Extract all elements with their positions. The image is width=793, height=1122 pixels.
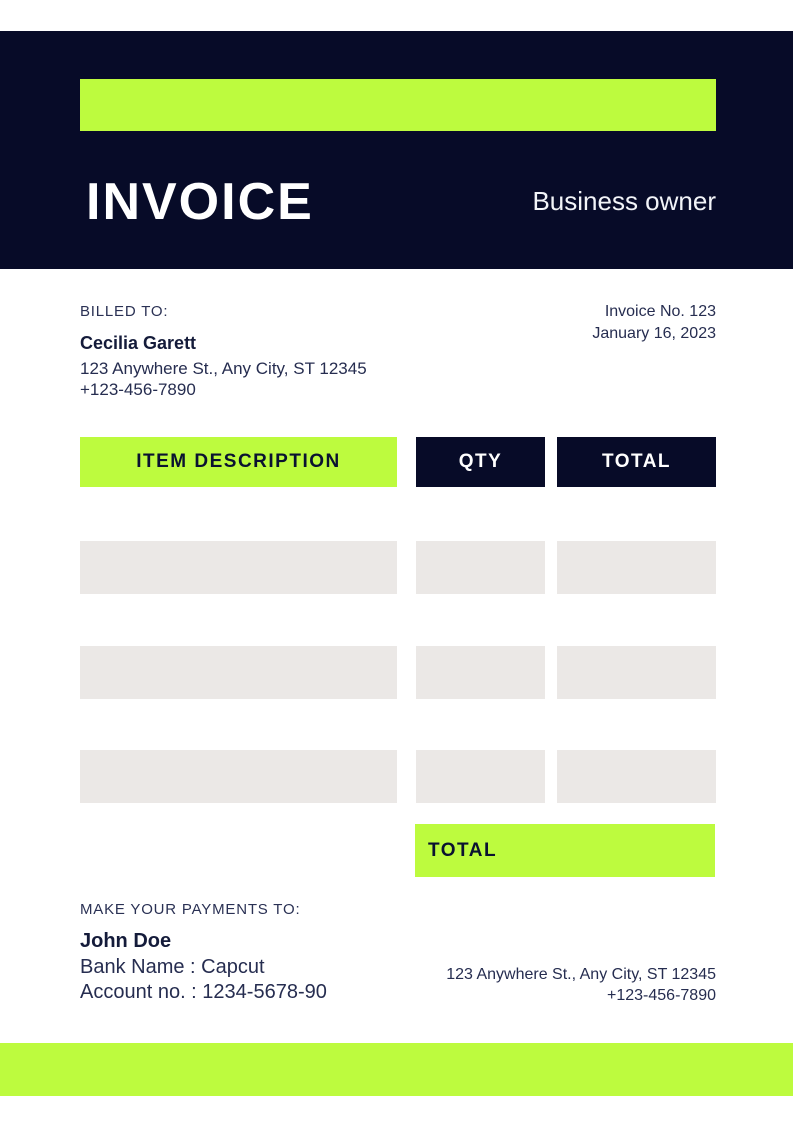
payee-name: John Doe	[80, 930, 172, 952]
client-phone: +123-456-7890	[80, 380, 196, 399]
table-row-3-description-cell	[80, 750, 397, 803]
invoice-title: INVOICE	[86, 173, 314, 231]
business-owner-label: Business owner	[532, 186, 716, 216]
table-row-3-total-cell	[557, 750, 716, 803]
header-accent-bar	[80, 79, 716, 131]
table-row-1-qty-cell	[416, 541, 545, 594]
payments-to-label: MAKE YOUR PAYMENTS TO:	[80, 901, 301, 918]
grand-total-bar: TOTAL	[415, 824, 715, 877]
table-row-2-total-cell	[557, 646, 716, 699]
column-header-qty: QTY	[416, 437, 545, 487]
footer-contact: 123 Anywhere St., Any City, ST 12345 +12…	[446, 964, 716, 1006]
table-row-3-qty-cell	[416, 750, 545, 803]
table-row-1-description-cell	[80, 541, 397, 594]
invoice-number: Invoice No. 123	[604, 303, 716, 320]
billed-to-label: BILLED TO:	[80, 303, 169, 320]
header-banner: INVOICE Business owner	[0, 31, 793, 269]
invoice-date: January 16, 2023	[592, 325, 716, 342]
table-row-1-total-cell	[557, 541, 716, 594]
client-address: 123 Anywhere St., Any City, ST 12345	[80, 359, 367, 378]
table-row-2-description-cell	[80, 646, 397, 699]
bank-name: Bank Name : Capcut	[80, 956, 265, 978]
table-row-2-qty-cell	[416, 646, 545, 699]
footer-address: 123 Anywhere St., Any City, ST 12345	[446, 966, 716, 983]
footer-accent-bar	[0, 1043, 793, 1096]
account-number: Account no. : 1234-5678-90	[80, 981, 327, 1003]
client-name: Cecilia Garett	[80, 333, 197, 353]
footer-phone: +123-456-7890	[607, 987, 716, 1004]
column-header-item-description: ITEM DESCRIPTION	[80, 437, 397, 487]
invoice-meta: Invoice No. 123 January 16, 2023	[592, 301, 716, 345]
column-header-total: TOTAL	[557, 437, 716, 487]
